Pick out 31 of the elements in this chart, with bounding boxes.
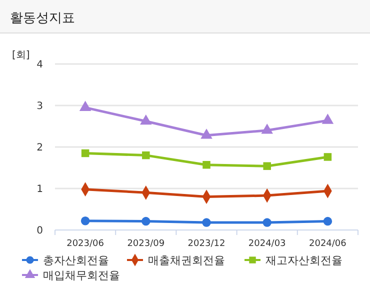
point [322,114,334,124]
y-tick-label: 4 [36,60,43,70]
legend-label: 매입채무회전율 [43,268,120,282]
point [324,153,332,161]
point [79,100,92,111]
point [202,160,210,169]
x-tick-label: 2024/03 [248,239,286,249]
legend-label: 매출채권회전율 [148,254,225,267]
y-tick-label: 3 [36,101,43,112]
x-tick-label: 2024/06 [309,239,347,249]
y-tick-label: 1 [36,184,43,195]
point [80,216,90,226]
point [140,114,152,125]
y-tick-label: 0 [36,226,43,236]
legend-label: 총자산회전율 [43,254,109,267]
legend-label: 재고자산회전율 [266,254,342,267]
point [263,162,271,170]
chart-title: 활동성지표 [10,11,75,26]
x-tick-label: 2023/06 [66,239,104,249]
point [200,128,212,139]
y-tick-label: 2 [36,142,43,154]
point [142,216,150,226]
point [202,218,211,227]
point [262,218,272,227]
point [81,149,90,158]
x-tick-label: 2023/12 [188,239,226,249]
x-tick-label: 2023/09 [127,239,165,249]
point [142,151,150,160]
y-axis-title: [회] [12,50,30,61]
point [323,216,332,226]
point [261,124,273,134]
